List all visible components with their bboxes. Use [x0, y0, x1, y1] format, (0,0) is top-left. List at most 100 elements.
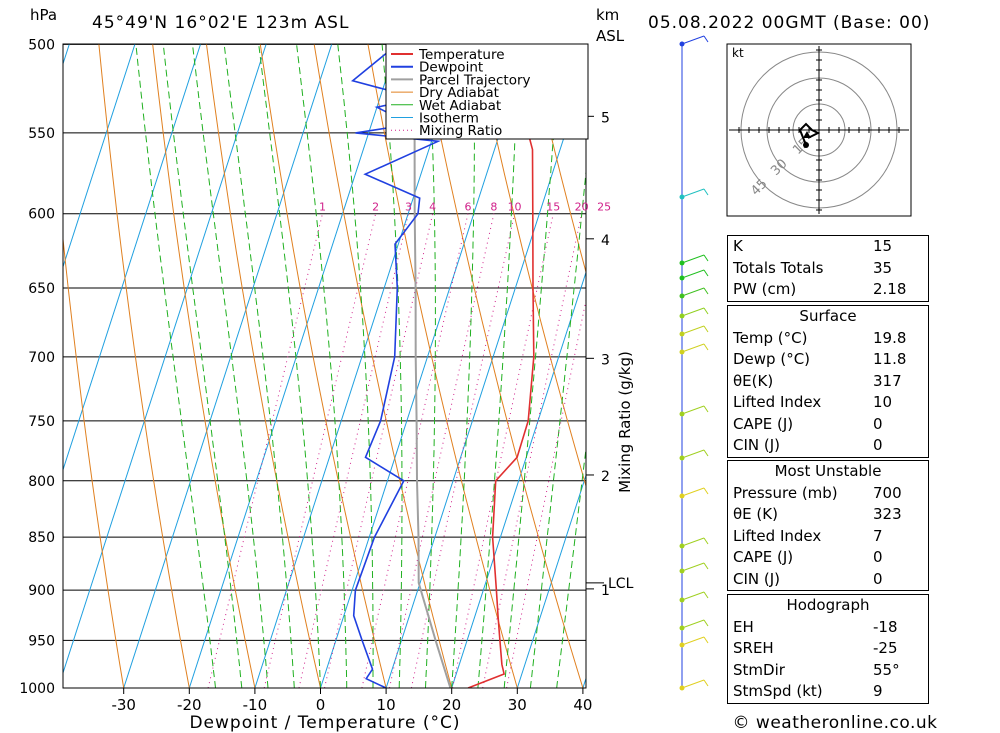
parcel-trajectory-line — [410, 44, 452, 688]
mixing-ratio-line — [410, 213, 516, 688]
wet-adiabat-line — [135, 44, 216, 688]
dewpoint-line — [350, 44, 442, 688]
wind-barb-staff — [681, 619, 705, 629]
wet-adiabat-line — [337, 44, 374, 688]
x-tick-label: 20 — [442, 696, 461, 714]
wind-barb-flag — [703, 562, 709, 570]
wind-barb-staff — [681, 325, 705, 335]
wind-barb-flag — [703, 537, 709, 545]
km-tick-label: 6 — [601, 0, 610, 1]
mixing-ratio-line — [324, 213, 434, 688]
mixing-ratio-label: 6 — [464, 201, 471, 214]
mixing-ratio-label: 8 — [490, 201, 497, 214]
table-value: -18 — [873, 617, 898, 636]
pressure-tick-label: 800 — [28, 474, 55, 490]
legend-label: Dry Adiabat — [419, 85, 499, 101]
x-tick-label: -10 — [243, 696, 268, 714]
legend-label: Wet Adiabat — [419, 98, 501, 114]
table-key: StmSpd (kt) — [733, 682, 823, 700]
dry-adiabat-line — [259, 44, 387, 688]
legend-label: Mixing Ratio — [419, 123, 502, 139]
wind-barb-staff — [681, 679, 705, 689]
table-key: CAPE (J) — [733, 414, 794, 433]
table-key: θE(K) — [733, 371, 774, 390]
wet-adiabat-line — [503, 44, 561, 688]
table-key: Dewp (°C) — [733, 350, 811, 368]
credit-text: © weatheronline.co.uk — [733, 713, 938, 733]
hodograph-unit-label: kt — [732, 46, 744, 60]
wind-barb-flag — [703, 343, 709, 351]
temperature-line — [467, 44, 535, 688]
table-key: Totals Totals — [733, 258, 824, 277]
table-value: 7 — [873, 526, 883, 545]
wind-barb-flag — [703, 449, 709, 457]
x-tick-label: 30 — [508, 696, 527, 714]
dry-adiabat-line — [475, 44, 586, 488]
dry-adiabat-line — [205, 44, 321, 688]
wind-barb-flag — [703, 307, 709, 315]
table-value: 35 — [873, 258, 893, 277]
storm-motion-marker — [803, 131, 811, 138]
mixing-ratio-line — [482, 213, 583, 688]
surface-row: CAPE (J) 0 — [728, 414, 928, 436]
table-value: 0 — [873, 414, 883, 433]
wind-barb-staff — [681, 35, 705, 45]
isotherm-line — [63, 44, 267, 675]
pressure-tick-label: 1000 — [19, 681, 55, 697]
wet-adiabat-line — [162, 44, 243, 688]
wind-barb-staff — [681, 254, 705, 264]
surface-row: Lifted Index 10 — [728, 392, 928, 414]
wet-adiabat-line — [451, 44, 475, 688]
mixing-ratio-label: 20 — [575, 201, 589, 214]
x-tick-label: 10 — [377, 696, 396, 714]
table-key: Lifted Index — [733, 393, 822, 411]
most-unstable-title: Most Unstable — [774, 462, 882, 480]
mixing-ratio-line — [263, 213, 377, 688]
pressure-tick-label: 950 — [28, 633, 55, 649]
x-tick-label: -30 — [111, 696, 136, 714]
table-key: Lifted Index — [733, 526, 822, 545]
table-key: EH — [733, 617, 754, 636]
wet-adiabat-line — [556, 444, 586, 688]
table-key: SREH — [733, 639, 774, 657]
mixing-ratio-label: 3 — [405, 201, 412, 214]
wind-barb-staff — [681, 287, 705, 297]
wet-adiabat-line — [529, 167, 586, 688]
pressure-tick-label: 700 — [28, 350, 55, 366]
wind-barb-flag — [703, 591, 709, 599]
pressure-tick-label: 500 — [28, 37, 55, 53]
wind-barb-flag — [703, 35, 709, 43]
wind-barb-flag — [703, 269, 709, 277]
most-unstable-row: θE (K) 323 — [728, 504, 928, 526]
wet-adiabat-line — [258, 44, 321, 688]
hodograph-title: Hodograph — [786, 596, 870, 614]
mixing-ratio-axis-title: Mixing Ratio (g/kg) — [616, 351, 634, 493]
wind-barbs-column — [679, 35, 709, 691]
wind-barb-staff — [681, 269, 705, 279]
x-tick-label: -20 — [177, 696, 202, 714]
indices-row: PW (cm) 2.18 — [728, 279, 928, 301]
km-tick-label: 1 — [601, 583, 610, 599]
surface-row: CIN (J) 0 — [728, 435, 928, 457]
pressure-tick-label: 900 — [28, 583, 55, 599]
x-tick-label: 0 — [316, 696, 326, 714]
mixing-ratio-line — [361, 213, 469, 688]
table-value: 19.8 — [873, 328, 907, 347]
wind-barb-staff — [681, 343, 705, 353]
wind-barb-staff — [681, 591, 705, 601]
wind-barb-flag — [703, 405, 709, 413]
wind-barb-flag — [703, 487, 709, 495]
table-value: 10 — [873, 393, 893, 411]
hodograph-trace — [798, 122, 821, 146]
hodograph-row: EH -18 — [728, 617, 928, 639]
wind-barb-flag — [703, 325, 709, 333]
wind-barb-flag — [703, 188, 709, 196]
mixing-ratio-label: 2 — [372, 201, 379, 214]
table-value: 700 — [873, 483, 902, 502]
surface-row: Temp (°C) 19.8 — [728, 328, 928, 350]
wind-barb-staff — [681, 562, 705, 572]
x-axis-title: Dewpoint / Temperature (°C) — [189, 713, 460, 733]
surface-row: θE(K) 317 — [728, 371, 928, 393]
table-value: 0 — [873, 569, 883, 588]
isotherm-line — [516, 473, 586, 688]
